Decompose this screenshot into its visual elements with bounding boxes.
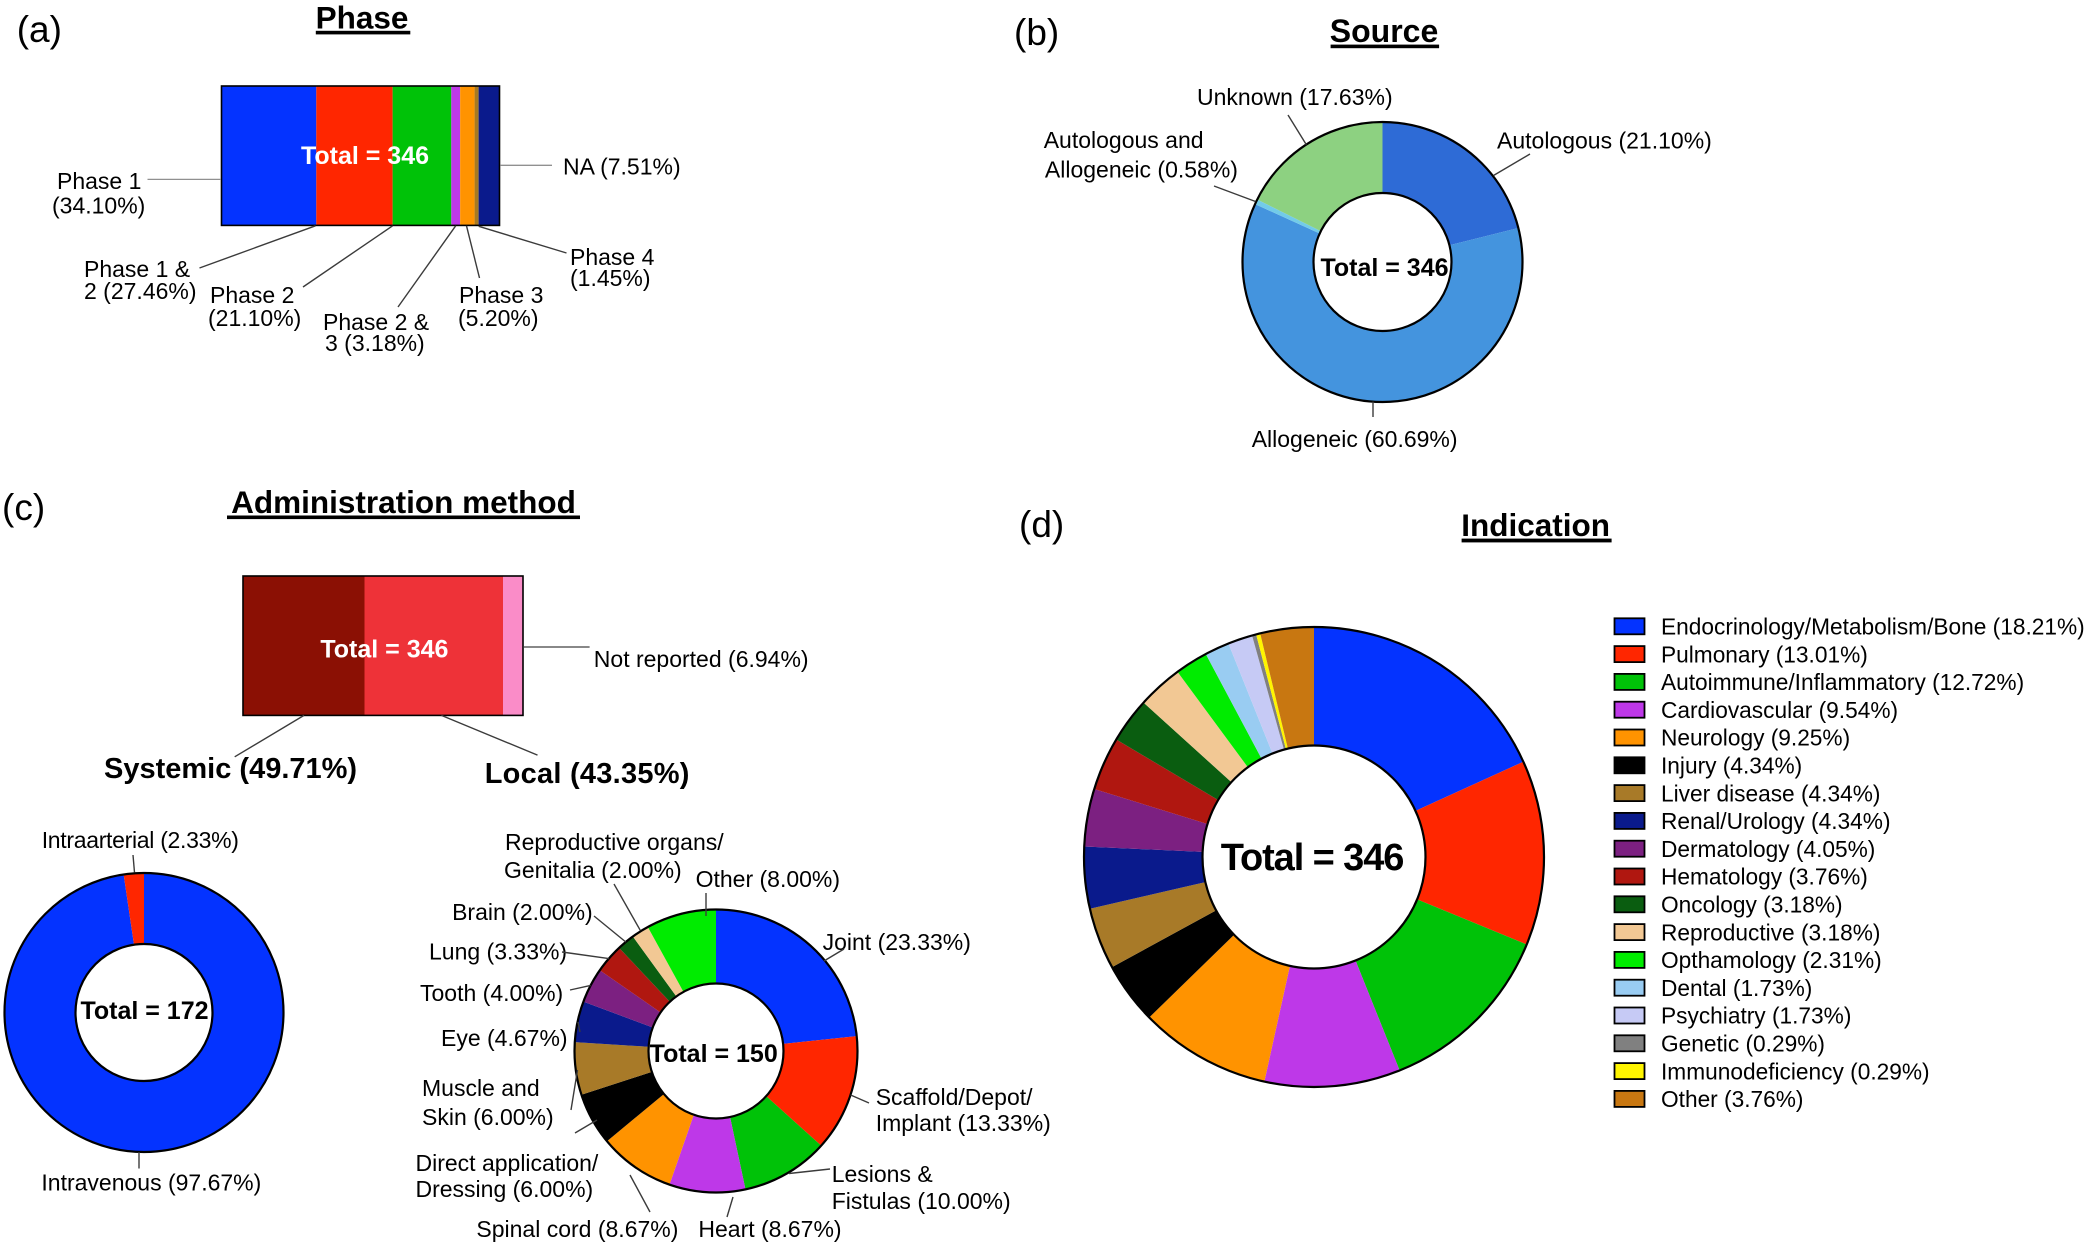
svg-text:Opthamology (2.31%): Opthamology (2.31%) bbox=[1661, 947, 1882, 973]
svg-text:Allogeneic (0.58%): Allogeneic (0.58%) bbox=[1045, 156, 1238, 182]
svg-text:Immunodeficiency (0.29%): Immunodeficiency (0.29%) bbox=[1661, 1058, 1930, 1084]
svg-text:Dressing (6.00%): Dressing (6.00%) bbox=[416, 1176, 594, 1202]
svg-text:Phase 3: Phase 3 bbox=[459, 282, 543, 308]
svg-text:Other (8.00%): Other (8.00%) bbox=[696, 866, 840, 892]
svg-text:Phase 1: Phase 1 bbox=[57, 168, 141, 194]
svg-text:Autoimmune/Inflammatory (12.72: Autoimmune/Inflammatory (12.72%) bbox=[1661, 669, 2024, 695]
svg-text:Total = 172: Total = 172 bbox=[80, 997, 208, 1025]
svg-text:Lung (3.33%): Lung (3.33%) bbox=[429, 939, 567, 965]
svg-text:Injury (4.34%): Injury (4.34%) bbox=[1661, 753, 1802, 779]
svg-text:Total = 150: Total = 150 bbox=[650, 1040, 778, 1068]
svg-text:Phase 2 &: Phase 2 & bbox=[323, 309, 429, 335]
svg-text:Liver disease (4.34%): Liver disease (4.34%) bbox=[1661, 780, 1880, 806]
svg-text:Intraarterial (2.33%): Intraarterial (2.33%) bbox=[42, 827, 239, 853]
svg-text:Phase 1 &: Phase 1 & bbox=[84, 256, 190, 282]
svg-text:Administration method: Administration method bbox=[231, 484, 576, 520]
svg-text:Reproductive organs/: Reproductive organs/ bbox=[505, 829, 724, 855]
svg-text:Implant (13.33%): Implant (13.33%) bbox=[876, 1110, 1051, 1136]
svg-text:Psychiatry (1.73%): Psychiatry (1.73%) bbox=[1661, 1003, 1851, 1029]
svg-text:Lesions &: Lesions & bbox=[832, 1161, 933, 1187]
svg-text:(5.20%): (5.20%) bbox=[458, 305, 539, 331]
svg-text:Total = 346: Total = 346 bbox=[320, 636, 448, 664]
svg-text:Pulmonary (13.01%): Pulmonary (13.01%) bbox=[1661, 641, 1868, 667]
svg-text:(a): (a) bbox=[17, 9, 62, 50]
svg-text:Indication: Indication bbox=[1461, 507, 1610, 543]
svg-text:NA (7.51%): NA (7.51%) bbox=[563, 154, 681, 180]
svg-text:Reproductive (3.18%): Reproductive (3.18%) bbox=[1661, 919, 1880, 945]
svg-text:Spinal cord (8.67%): Spinal cord (8.67%) bbox=[476, 1216, 678, 1242]
svg-text:Systemic (49.71%): Systemic (49.71%) bbox=[104, 753, 357, 785]
svg-text:Autologous and: Autologous and bbox=[1044, 127, 1204, 153]
svg-text:Fistulas (10.00%): Fistulas (10.00%) bbox=[832, 1188, 1011, 1214]
svg-text:Renal/Urology (4.34%): Renal/Urology (4.34%) bbox=[1661, 808, 1891, 834]
svg-text:Heart (8.67%): Heart (8.67%) bbox=[698, 1216, 841, 1242]
svg-text:Autologous (21.10%): Autologous (21.10%) bbox=[1497, 128, 1712, 154]
svg-text:Muscle and: Muscle and bbox=[422, 1075, 540, 1101]
svg-text:Total = 346: Total = 346 bbox=[1221, 837, 1404, 879]
svg-text:Eye (4.67%): Eye (4.67%) bbox=[441, 1025, 568, 1051]
svg-text:(34.10%): (34.10%) bbox=[52, 193, 145, 219]
svg-text:(c): (c) bbox=[2, 487, 45, 528]
svg-text:Brain (2.00%): Brain (2.00%) bbox=[452, 899, 593, 925]
svg-text:Genetic (0.29%): Genetic (0.29%) bbox=[1661, 1031, 1825, 1057]
svg-text:3 (3.18%): 3 (3.18%) bbox=[325, 330, 425, 356]
svg-text:Hematology (3.76%): Hematology (3.76%) bbox=[1661, 864, 1868, 890]
svg-text:Scaffold/Depot/: Scaffold/Depot/ bbox=[876, 1084, 1033, 1110]
svg-text:Phase 2: Phase 2 bbox=[210, 282, 294, 308]
svg-text:Joint (23.33%): Joint (23.33%) bbox=[823, 929, 971, 955]
svg-text:Local (43.35%): Local (43.35%) bbox=[485, 758, 690, 790]
svg-text:Total = 346: Total = 346 bbox=[1320, 254, 1448, 282]
svg-text:Unknown (17.63%): Unknown (17.63%) bbox=[1197, 84, 1393, 110]
svg-text:Allogeneic (60.69%): Allogeneic (60.69%) bbox=[1252, 426, 1458, 452]
svg-text:Phase: Phase bbox=[316, 0, 409, 35]
svg-text:Source: Source bbox=[1330, 13, 1438, 49]
svg-text:Phase 4: Phase 4 bbox=[570, 244, 655, 270]
svg-text:(21.10%): (21.10%) bbox=[208, 305, 301, 331]
svg-text:Not reported (6.94%): Not reported (6.94%) bbox=[594, 646, 809, 672]
svg-text:Dental (1.73%): Dental (1.73%) bbox=[1661, 975, 1812, 1001]
svg-text:(1.45%): (1.45%) bbox=[570, 265, 651, 291]
svg-text:(d): (d) bbox=[1019, 504, 1064, 545]
svg-text:Intravenous (97.67%): Intravenous (97.67%) bbox=[41, 1170, 261, 1196]
svg-text:Cardiovascular (9.54%): Cardiovascular (9.54%) bbox=[1661, 697, 1898, 723]
svg-text:Tooth (4.00%): Tooth (4.00%) bbox=[420, 980, 563, 1006]
svg-text:Endocrinology/Metabolism/Bone: Endocrinology/Metabolism/Bone (18.21%) bbox=[1661, 614, 2085, 640]
svg-text:2 (27.46%): 2 (27.46%) bbox=[84, 278, 197, 304]
svg-text:Dermatology (4.05%): Dermatology (4.05%) bbox=[1661, 836, 1875, 862]
svg-text:Direct application/: Direct application/ bbox=[416, 1150, 599, 1176]
svg-text:(b): (b) bbox=[1014, 12, 1059, 53]
svg-text:Skin (6.00%): Skin (6.00%) bbox=[422, 1104, 554, 1130]
svg-text:Genitalia (2.00%): Genitalia (2.00%) bbox=[504, 857, 682, 883]
svg-text:Neurology (9.25%): Neurology (9.25%) bbox=[1661, 725, 1850, 751]
svg-text:Other (3.76%): Other (3.76%) bbox=[1661, 1086, 1803, 1112]
svg-text:Oncology (3.18%): Oncology (3.18%) bbox=[1661, 892, 1843, 918]
svg-text:Total = 346: Total = 346 bbox=[301, 142, 429, 170]
